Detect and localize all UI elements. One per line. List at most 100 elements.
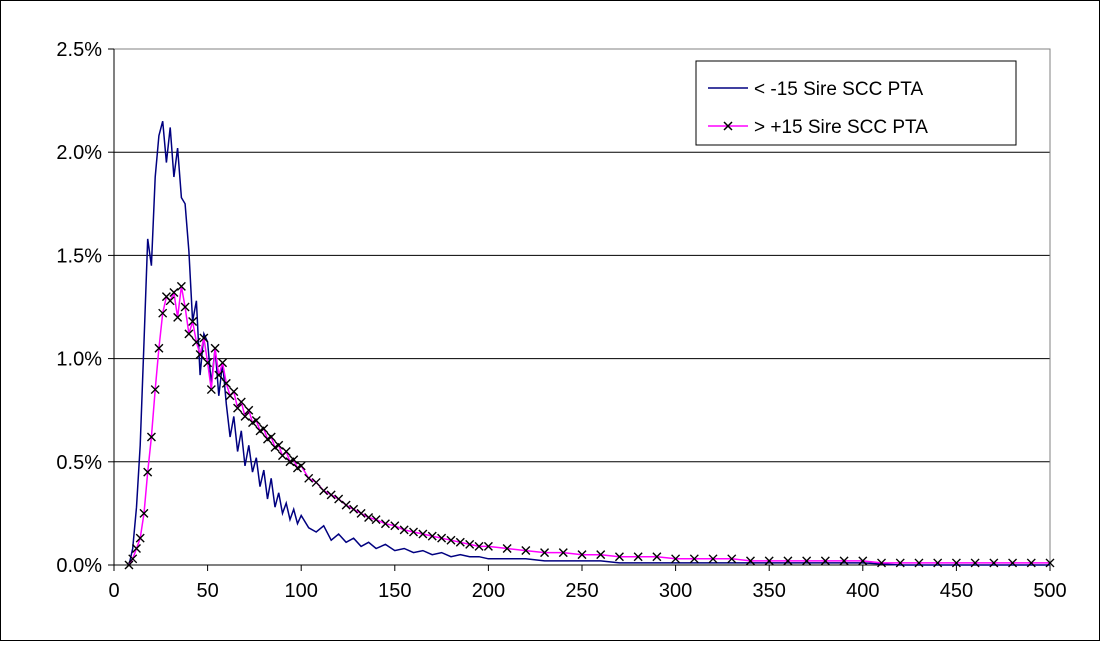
- data-point-marker: [266, 432, 276, 442]
- data-point-marker: [596, 550, 606, 560]
- data-point-marker: [409, 527, 419, 537]
- data-point-marker: [210, 343, 220, 353]
- data-point-marker: [633, 552, 643, 562]
- data-point-marker: [124, 560, 134, 570]
- data-point-marker: [199, 333, 209, 343]
- data-point-marker: [390, 521, 400, 531]
- data-point-marker: [214, 370, 224, 380]
- data-point-marker: [914, 558, 924, 568]
- data-point-marker: [877, 558, 887, 568]
- data-point-marker: [521, 546, 531, 556]
- x-tick-label: 450: [940, 580, 973, 602]
- data-point-marker: [652, 552, 662, 562]
- series-line-1: [128, 121, 1050, 566]
- data-point-marker: [244, 405, 254, 415]
- data-point-marker: [970, 558, 980, 568]
- data-point-marker: [708, 554, 718, 564]
- data-point-marker: [802, 556, 812, 566]
- data-point-marker: [251, 416, 261, 426]
- data-point-marker: [191, 337, 201, 347]
- legend-label-series-2: > +15 Sire SCC PTA: [754, 117, 928, 138]
- data-point-marker: [437, 533, 447, 543]
- data-point-marker: [173, 312, 183, 322]
- data-point-marker: [577, 550, 587, 560]
- data-point-marker: [1045, 558, 1055, 568]
- data-point-marker: [502, 543, 512, 553]
- data-point-marker: [455, 537, 465, 547]
- y-tick-label: 1.5%: [56, 245, 102, 267]
- data-point-marker: [1008, 558, 1018, 568]
- x-tick-label: 350: [753, 580, 786, 602]
- data-point-marker: [184, 329, 194, 339]
- x-tick-label: 0: [108, 580, 119, 602]
- data-point-marker: [614, 552, 624, 562]
- y-tick-label: 0.5%: [56, 452, 102, 474]
- data-point-marker: [240, 411, 250, 421]
- x-tick-label: 200: [472, 580, 505, 602]
- data-point-marker: [319, 486, 329, 496]
- data-point-marker: [951, 558, 961, 568]
- data-point-marker: [764, 556, 774, 566]
- data-point-marker: [221, 378, 231, 388]
- data-point-marker: [465, 539, 475, 549]
- data-point-marker: [236, 397, 246, 407]
- legend: < -15 Sire SCC PTA > +15 Sire SCC PTA: [695, 60, 1017, 146]
- data-point-marker: [206, 385, 216, 395]
- data-point-marker: [334, 494, 344, 504]
- data-point-marker: [203, 358, 213, 368]
- data-point-marker: [326, 490, 336, 500]
- data-point-marker: [296, 461, 306, 471]
- data-point-marker: [304, 473, 314, 483]
- data-point-marker: [143, 467, 153, 477]
- data-point-marker: [218, 358, 228, 368]
- series-markers-2: [124, 281, 1055, 570]
- data-point-marker: [281, 446, 291, 456]
- x-tick-label: 500: [1033, 580, 1066, 602]
- data-point-marker: [349, 504, 359, 514]
- data-point-marker: [783, 556, 793, 566]
- data-point-marker: [418, 529, 428, 539]
- data-point-marker: [989, 558, 999, 568]
- data-point-marker: [158, 308, 168, 318]
- data-point-marker: [195, 349, 205, 359]
- data-point-marker: [176, 281, 186, 291]
- data-point-marker: [839, 556, 849, 566]
- data-point-marker: [474, 541, 484, 551]
- data-point-marker: [274, 440, 284, 450]
- data-point-marker: [135, 533, 145, 543]
- data-point-marker: [356, 508, 366, 518]
- legend-box: [695, 60, 1017, 146]
- gridlines: [114, 151, 1050, 463]
- data-point-marker: [540, 548, 550, 558]
- data-point-marker: [933, 558, 943, 568]
- data-point-marker: [399, 525, 409, 535]
- data-point-marker: [427, 531, 437, 541]
- data-point-marker: [259, 424, 269, 434]
- legend-label-series-1: < -15 Sire SCC PTA: [754, 79, 923, 100]
- data-point-marker: [364, 513, 374, 523]
- data-point-marker: [131, 543, 141, 553]
- data-point-marker: [289, 455, 299, 465]
- data-point-marker: [341, 500, 351, 510]
- x-tick-label: 50: [196, 580, 218, 602]
- data-point-marker: [1026, 558, 1036, 568]
- data-point-marker: [371, 515, 381, 525]
- data-point-marker: [895, 558, 905, 568]
- data-point-marker: [150, 385, 160, 395]
- x-tick-label: 300: [659, 580, 692, 602]
- data-point-marker: [820, 556, 830, 566]
- series-layer: [124, 121, 1055, 570]
- data-point-marker: [689, 554, 699, 564]
- data-point-marker: [169, 288, 179, 298]
- data-point-marker: [229, 387, 239, 397]
- data-point-marker: [139, 508, 149, 518]
- y-tick-label: 1.0%: [56, 349, 102, 371]
- data-point-marker: [154, 343, 164, 353]
- x-tick-label: 400: [846, 580, 879, 602]
- data-point-marker: [233, 403, 243, 413]
- data-point-marker: [671, 554, 681, 564]
- data-point-marker: [727, 554, 737, 564]
- y-tick-label: 2.0%: [56, 142, 102, 164]
